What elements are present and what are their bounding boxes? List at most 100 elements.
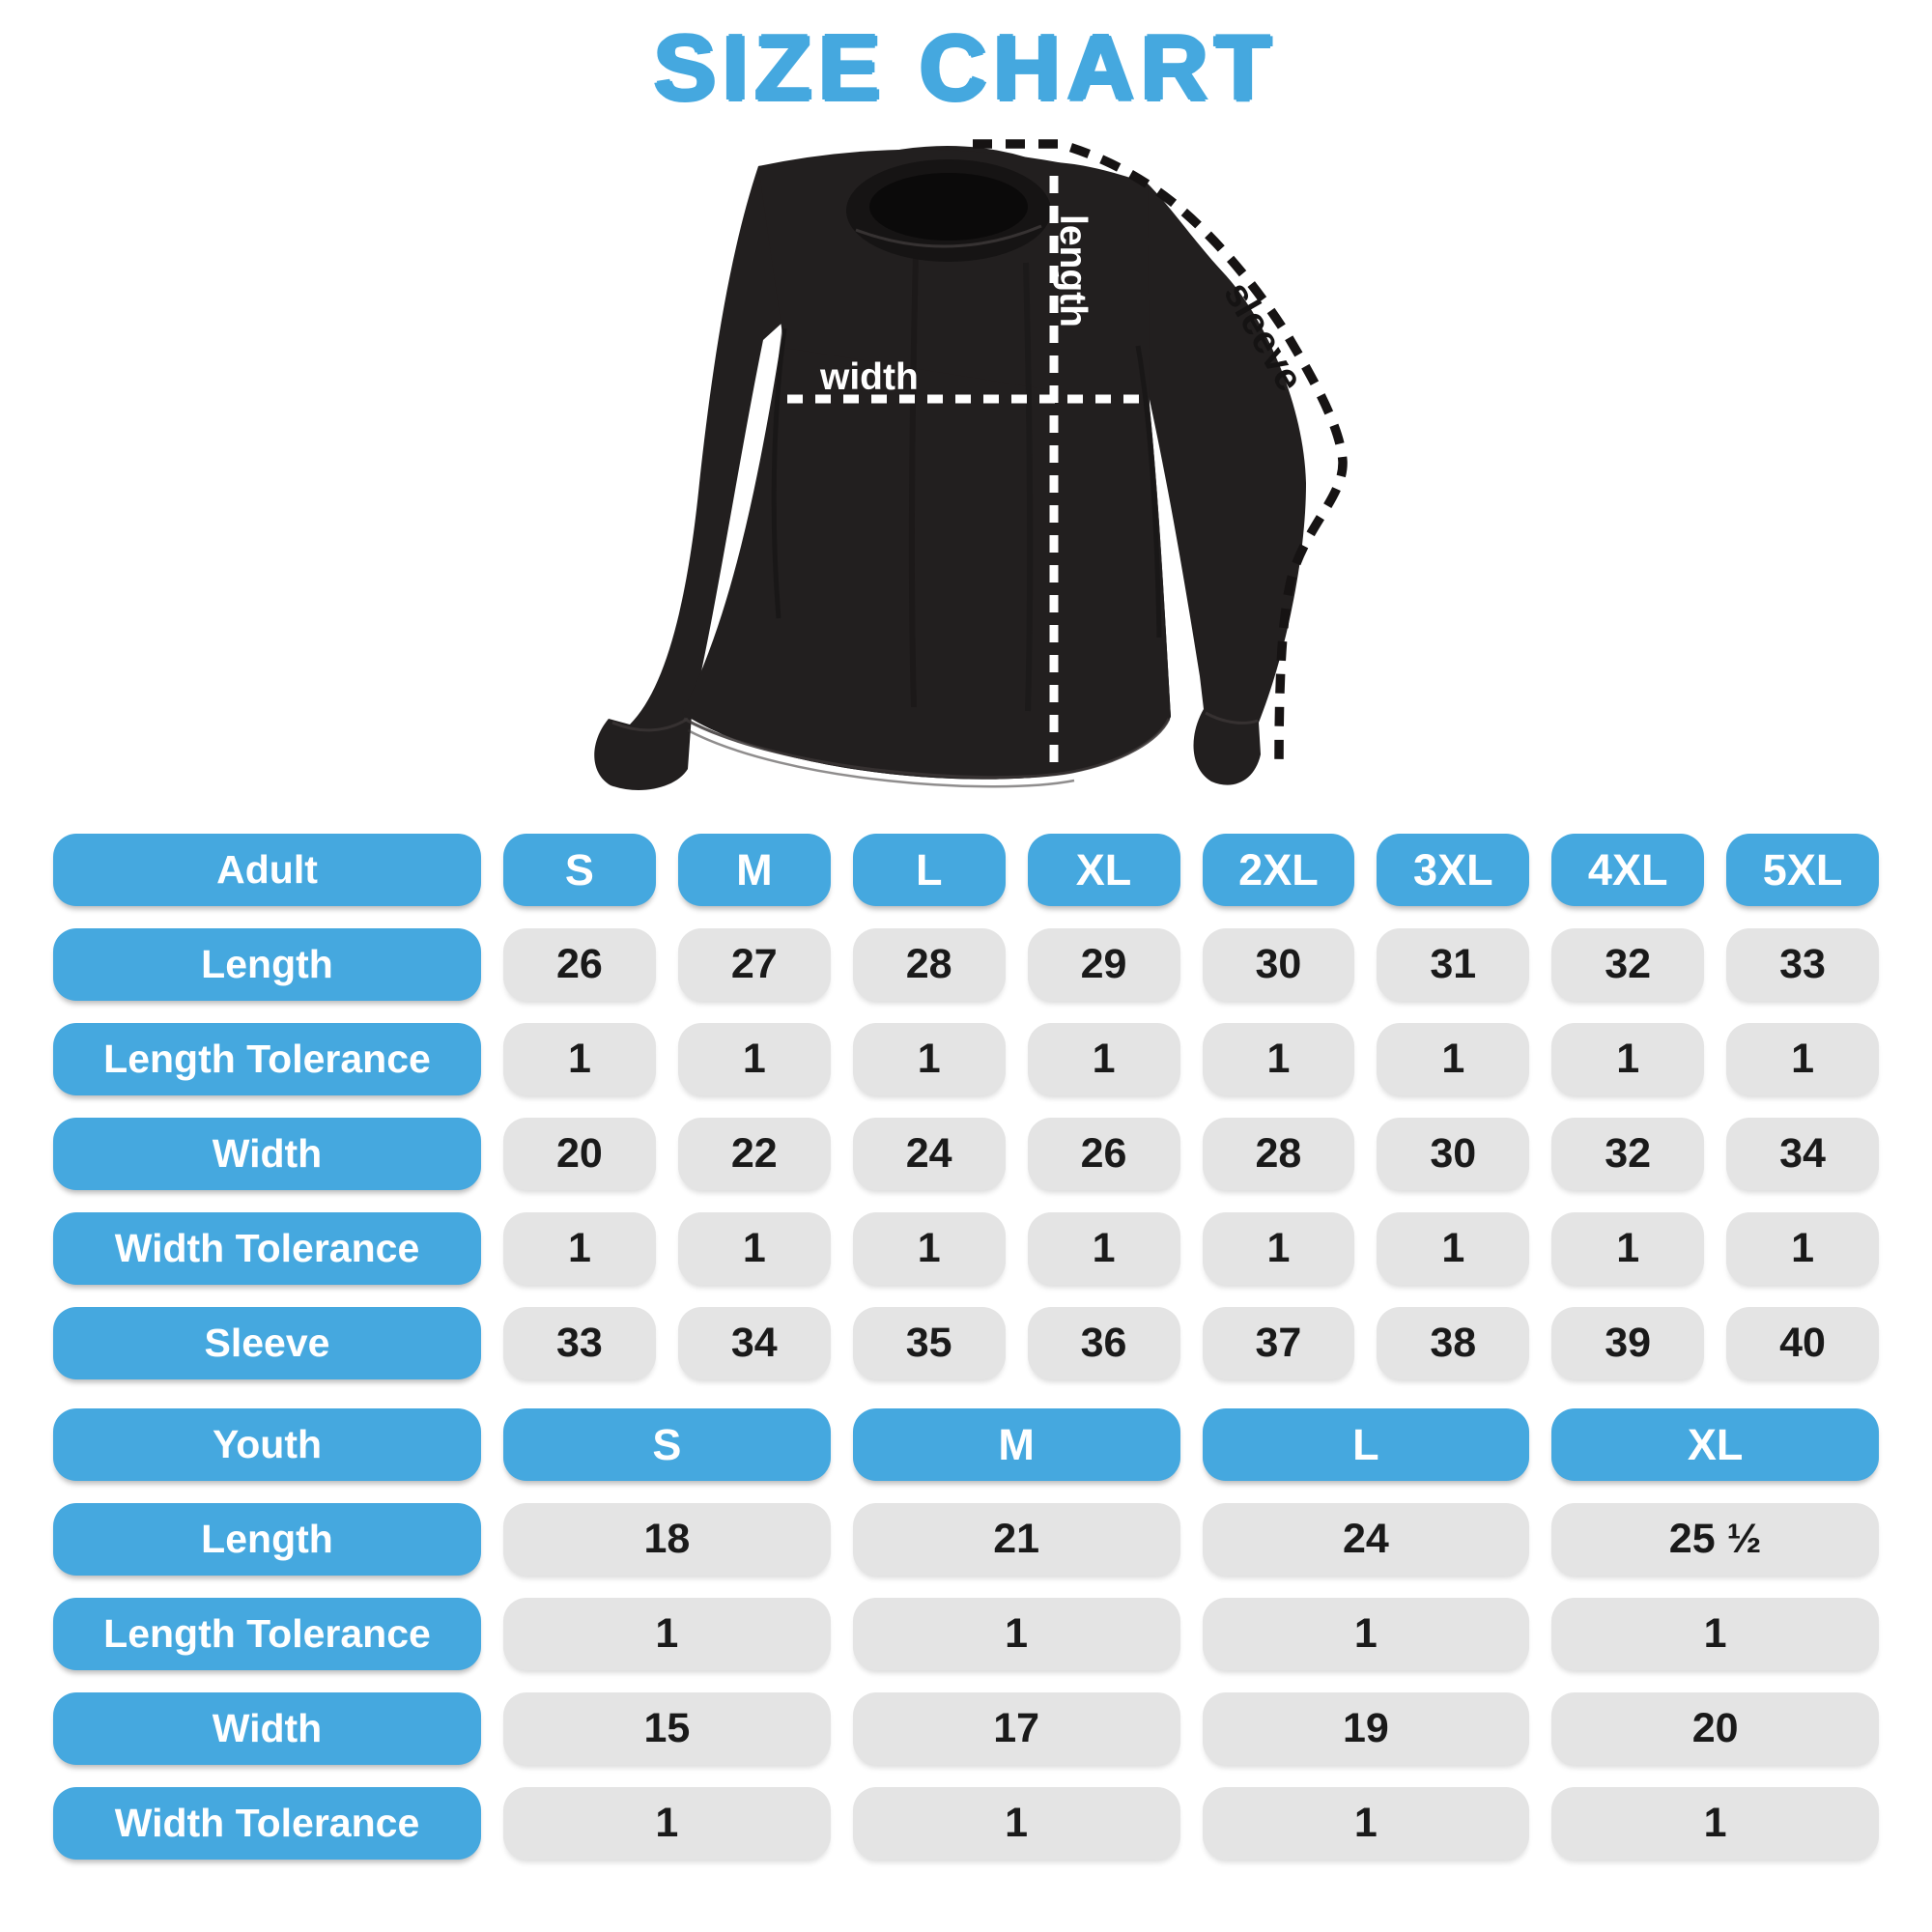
size-header-xl: XL bbox=[1551, 1408, 1879, 1481]
table-row-length-tolerance: Length Tolerance 1 1 1 1 1 1 1 1 bbox=[53, 1023, 1879, 1095]
size-header-s: S bbox=[503, 1408, 831, 1481]
left-armhole-seam bbox=[771, 327, 787, 619]
size-header-m: M bbox=[852, 1408, 1180, 1481]
size-header-3xl: 3XL bbox=[1377, 834, 1530, 906]
table-row-width-tolerance: Width Tolerance 1 1 1 1 bbox=[53, 1787, 1879, 1860]
value-cell: 18 bbox=[503, 1503, 831, 1576]
sleeve-label: sleeve bbox=[1215, 275, 1311, 399]
row-label: Length Tolerance bbox=[53, 1598, 481, 1670]
value-cell: 1 bbox=[852, 1598, 1180, 1670]
size-header-s: S bbox=[503, 834, 656, 906]
measurement-annotations: width length sleeve bbox=[787, 139, 1348, 768]
size-header-l: L bbox=[852, 834, 1006, 906]
value-cell: 17 bbox=[852, 1692, 1180, 1765]
value-cell: 33 bbox=[503, 1307, 656, 1379]
value-cell: 25 ½ bbox=[1551, 1503, 1879, 1576]
value-cell: 29 bbox=[1027, 928, 1180, 1001]
value-cell: 30 bbox=[1377, 1118, 1530, 1190]
value-cell: 1 bbox=[1551, 1598, 1879, 1670]
youth-table-title: Youth bbox=[53, 1408, 481, 1481]
value-cell: 1 bbox=[852, 1023, 1006, 1095]
value-cell: 1 bbox=[1377, 1212, 1530, 1285]
value-cell: 1 bbox=[1202, 1212, 1355, 1285]
size-tables: Adult S M L XL 2XL 3XL 4XL 5XL Length 26… bbox=[53, 834, 1879, 1860]
fold-line bbox=[1023, 262, 1034, 712]
table-row-width: Width 20 22 24 26 28 30 32 34 bbox=[53, 1118, 1879, 1190]
collar-outer bbox=[846, 159, 1051, 262]
table-row-length-tolerance: Length Tolerance 1 1 1 1 bbox=[53, 1598, 1879, 1670]
value-cell: 1 bbox=[677, 1023, 831, 1095]
value-cell: 1 bbox=[1551, 1023, 1705, 1095]
sleeve-measure-line bbox=[973, 139, 1348, 766]
page-title: SIZE CHART bbox=[654, 16, 1278, 120]
row-label: Width Tolerance bbox=[53, 1212, 481, 1285]
value-cell: 15 bbox=[503, 1692, 831, 1765]
value-cell: 1 bbox=[1551, 1787, 1879, 1860]
value-cell: 1 bbox=[852, 1787, 1180, 1860]
value-cell: 26 bbox=[503, 928, 656, 1001]
value-cell: 35 bbox=[852, 1307, 1006, 1379]
value-cell: 24 bbox=[852, 1118, 1006, 1190]
value-cell: 1 bbox=[1377, 1023, 1530, 1095]
value-cell: 38 bbox=[1377, 1307, 1530, 1379]
size-header-4xl: 4XL bbox=[1551, 834, 1705, 906]
value-cell: 20 bbox=[1551, 1692, 1879, 1765]
adult-table-title: Adult bbox=[53, 834, 481, 906]
table-row-length: Length 26 27 28 29 30 31 32 33 bbox=[53, 928, 1879, 1001]
sweatshirt-illustration bbox=[594, 146, 1306, 790]
sweatshirt-torso bbox=[682, 316, 1171, 780]
value-cell: 1 bbox=[503, 1598, 831, 1670]
row-label: Width Tolerance bbox=[53, 1787, 481, 1860]
row-label: Length bbox=[53, 928, 481, 1001]
table-row-width-tolerance: Width Tolerance 1 1 1 1 1 1 1 1 bbox=[53, 1212, 1879, 1285]
table-row-length: Length 18 21 24 25 ½ bbox=[53, 1503, 1879, 1576]
row-label: Width bbox=[53, 1118, 481, 1190]
collar-seam bbox=[855, 224, 1042, 248]
size-header-2xl: 2XL bbox=[1202, 834, 1355, 906]
value-cell: 31 bbox=[1377, 928, 1530, 1001]
row-label: Length Tolerance bbox=[53, 1023, 481, 1095]
value-cell: 1 bbox=[1202, 1023, 1355, 1095]
hem-seam-lower bbox=[687, 728, 1075, 788]
adult-size-table: Adult S M L XL 2XL 3XL 4XL 5XL Length 26… bbox=[53, 834, 1879, 1379]
value-cell: 1 bbox=[677, 1212, 831, 1285]
value-cell: 21 bbox=[852, 1503, 1180, 1576]
youth-size-table: Youth S M L XL Length 18 21 24 25 ½ Leng… bbox=[53, 1408, 1879, 1860]
value-cell: 33 bbox=[1726, 928, 1879, 1001]
length-label: length bbox=[1052, 214, 1094, 327]
value-cell: 28 bbox=[852, 928, 1006, 1001]
value-cell: 1 bbox=[1027, 1023, 1180, 1095]
value-cell: 28 bbox=[1202, 1118, 1355, 1190]
value-cell: 26 bbox=[1027, 1118, 1180, 1190]
value-cell: 1 bbox=[1202, 1787, 1530, 1860]
size-header-xl: XL bbox=[1027, 834, 1180, 906]
hem-seam bbox=[683, 717, 1171, 780]
left-cuff-seam bbox=[611, 717, 689, 732]
value-cell: 1 bbox=[1726, 1212, 1879, 1285]
value-cell: 32 bbox=[1551, 1118, 1705, 1190]
table-row-sleeve: Sleeve 33 34 35 36 37 38 39 40 bbox=[53, 1307, 1879, 1379]
value-cell: 1 bbox=[852, 1212, 1006, 1285]
value-cell: 39 bbox=[1551, 1307, 1705, 1379]
row-label: Length bbox=[53, 1503, 481, 1576]
right-armhole-seam bbox=[1135, 345, 1162, 639]
value-cell: 1 bbox=[503, 1787, 831, 1860]
row-label: Width bbox=[53, 1692, 481, 1765]
right-cuff-seam bbox=[1205, 711, 1259, 724]
value-cell: 19 bbox=[1202, 1692, 1530, 1765]
value-cell: 30 bbox=[1202, 928, 1355, 1001]
value-cell: 34 bbox=[1726, 1118, 1879, 1190]
value-cell: 37 bbox=[1202, 1307, 1355, 1379]
size-header-l: L bbox=[1202, 1408, 1530, 1481]
table-row-width: Width 15 17 19 20 bbox=[53, 1692, 1879, 1765]
collar-inner bbox=[869, 173, 1028, 241]
value-cell: 1 bbox=[503, 1212, 656, 1285]
size-header-m: M bbox=[677, 834, 831, 906]
value-cell: 1 bbox=[1027, 1212, 1180, 1285]
fold-line bbox=[908, 252, 919, 708]
size-header-5xl: 5XL bbox=[1726, 834, 1879, 906]
value-cell: 1 bbox=[1726, 1023, 1879, 1095]
value-cell: 36 bbox=[1027, 1307, 1180, 1379]
value-cell: 24 bbox=[1202, 1503, 1530, 1576]
